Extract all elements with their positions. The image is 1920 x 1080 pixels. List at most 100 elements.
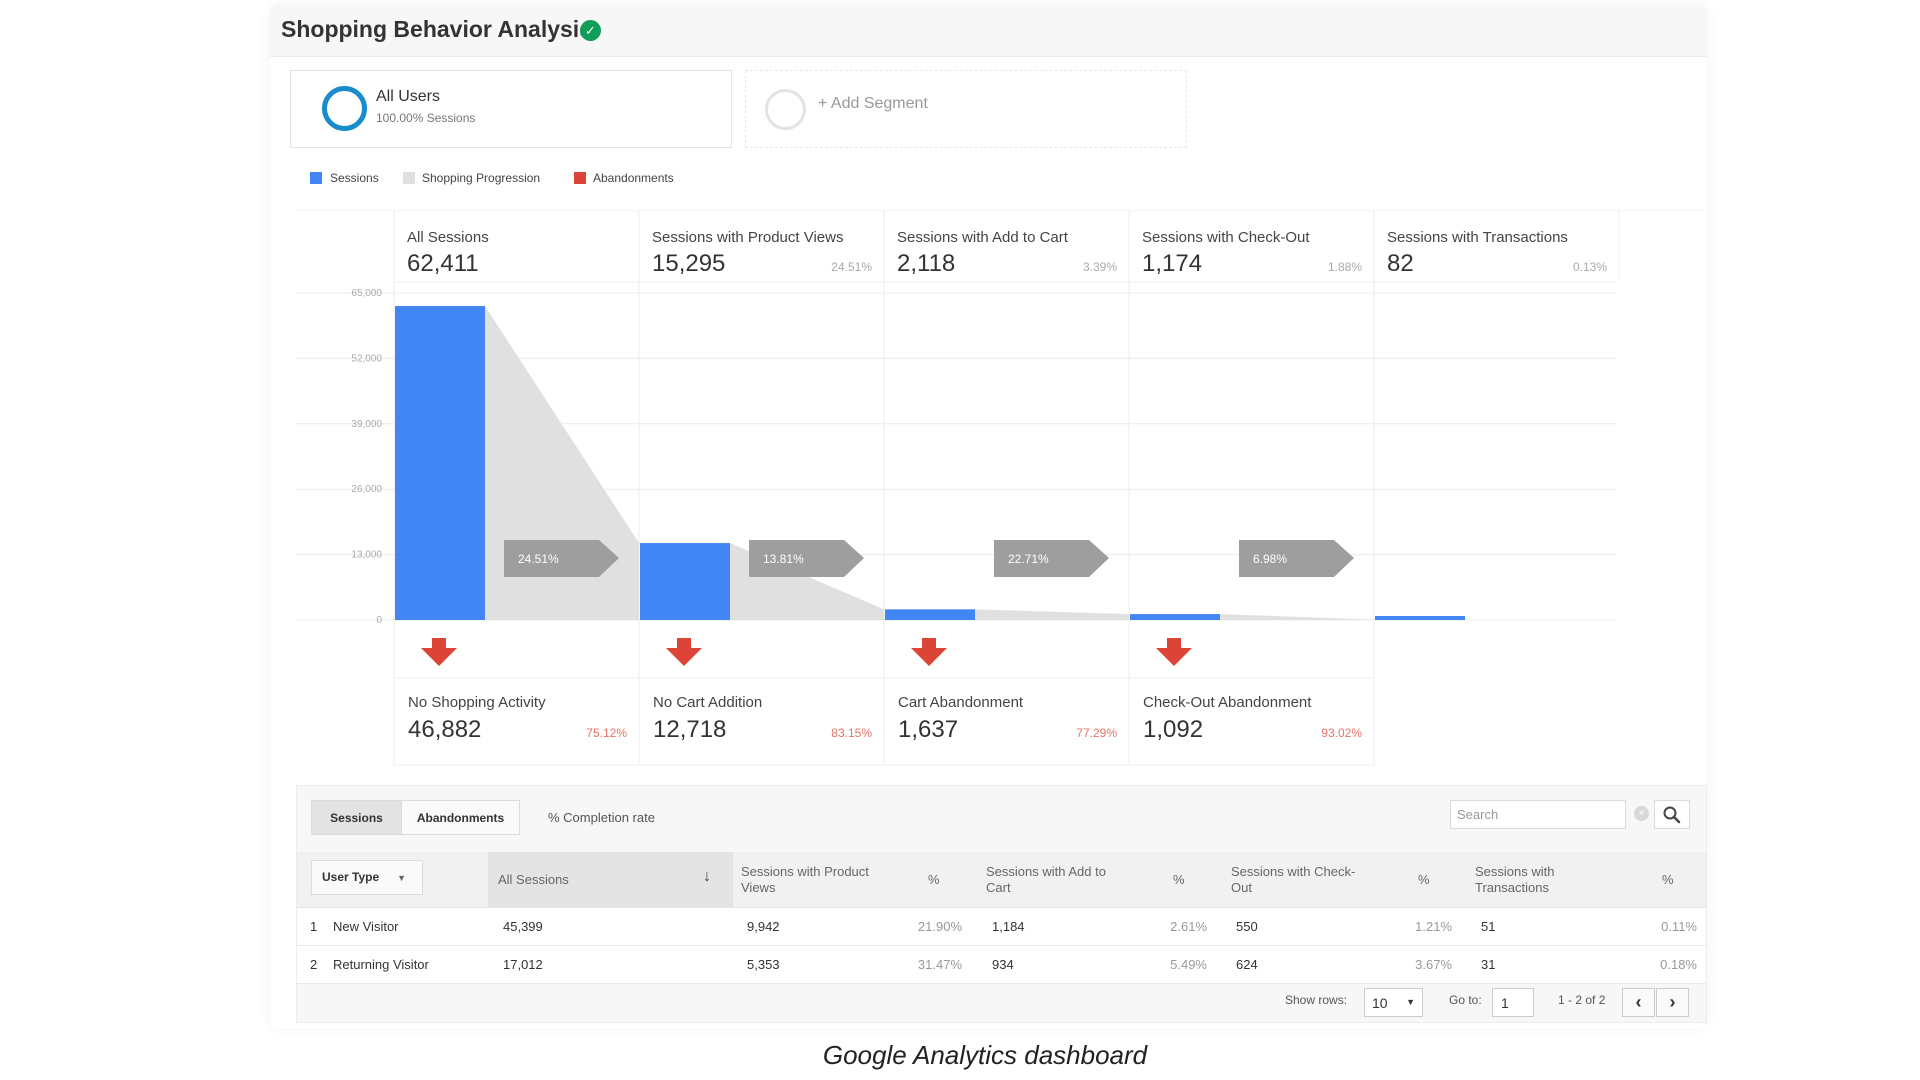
header-product-views-pct[interactable]: % [928,872,940,887]
next-page-button[interactable]: › [1656,988,1689,1017]
header-transactions[interactable]: Sessions with Transactions [1475,864,1555,895]
cell-transactions: 31 [1481,957,1496,972]
y-tick-label: 65,000 [351,288,382,299]
funnel-chart: 65,000 52,000 39,000 26,000 13,000 0 All Sessi… [296,210,1707,766]
table-row: 1 New Visitor 45,399 9,942 21.90% 1,184 … [297,908,1706,946]
rows-per-page-select[interactable]: 10 ▼ [1364,988,1423,1017]
cell-all-sessions: 45,399 [503,919,543,934]
header-add-to-cart-pct[interactable]: % [1173,872,1185,887]
y-tick-label: 0 [376,615,382,626]
stage-label: Sessions with Add to Cart [897,229,1069,246]
dimension-label: User Type [322,870,380,884]
abandonment-value: 1,637 [898,716,958,743]
goto-label: Go to: [1449,993,1482,1007]
cell-add-to-cart-pct: 5.49% [1170,957,1207,972]
user-type-link[interactable]: Returning Visitor [333,957,429,972]
progression-rate: 24.51% [518,552,559,566]
session-bar [885,609,975,620]
session-bar [1375,616,1465,620]
cell-add-to-cart: 1,184 [992,919,1025,934]
report-header-bar [270,5,1707,57]
row-index: 2 [310,957,318,972]
stage-value: 82 [1387,250,1414,277]
search-button[interactable] [1654,800,1690,829]
user-type-link[interactable]: New Visitor [333,919,399,934]
y-tick-label: 39,000 [351,419,382,430]
show-rows-label: Show rows: [1285,993,1348,1007]
abandonment-value: 46,882 [408,716,481,743]
progression-arrow [504,540,619,577]
stage-label: Sessions with Product Views [652,229,843,246]
cell-checkout: 550 [1236,919,1258,934]
chevron-down-icon: ▼ [1406,997,1415,1007]
tab-sessions[interactable]: Sessions [311,800,401,835]
funnel-header-bg [296,210,1707,300]
segment-name: All Users [376,88,441,105]
add-segment-button[interactable] [745,70,1187,148]
stage-value: 2,118 [897,250,955,277]
sorted-column-highlight [488,852,733,908]
row-index: 1 [310,919,318,934]
progression-rate: 13.81% [763,552,804,566]
progression-area [975,609,1129,620]
stage-value: 15,295 [652,250,725,277]
page-title: Shopping Behavior Analysis [281,16,592,42]
prev-page-button[interactable]: ‹ [1622,988,1655,1017]
stage-percent: 0.13% [1573,260,1607,274]
abandonment-value: 1,092 [1143,716,1203,743]
legend-label-progression: Shopping Progression [422,171,541,185]
cell-checkout: 624 [1236,957,1258,972]
progression-area [1220,614,1374,620]
abandonment-arrow-icon [421,638,457,666]
cell-checkout-pct: 1.21% [1415,919,1452,934]
header-checkout-pct[interactable]: % [1418,872,1430,887]
abandonment-label: Check-Out Abandonment [1143,694,1312,711]
progression-arrow [749,540,864,577]
check-badge-icon: ✓ [580,20,601,41]
session-bar [1130,614,1220,620]
chevron-right-icon: › [1669,992,1676,1012]
abandonment-arrow-icon [666,638,702,666]
dimension-dropdown[interactable]: User Type ▼ [311,860,423,895]
header-add-to-cart[interactable]: Sessions with Add to Cart [986,864,1106,895]
stage-percent: 3.39% [1083,260,1117,274]
table-row: 2 Returning Visitor 17,012 5,353 31.47% … [297,946,1706,984]
cell-product-views: 5,353 [747,957,780,972]
pagination-range: 1 - 2 of 2 [1558,993,1606,1007]
cell-add-to-cart-pct: 2.61% [1170,919,1207,934]
legend-swatch-progression [403,172,415,184]
tab-completion-rate[interactable]: % Completion rate [548,810,655,825]
header-product-views[interactable]: Sessions with Product Views [741,864,869,895]
search-icon [1663,806,1681,824]
cell-transactions-pct: 0.11% [1661,919,1697,934]
y-tick-label: 52,000 [351,353,382,364]
abandonment-percent: 83.15% [831,726,872,740]
cell-add-to-cart: 934 [992,957,1014,972]
sort-desc-icon[interactable]: ↓ [703,868,711,885]
legend-swatch-sessions [310,172,322,184]
cell-product-views: 9,942 [747,919,780,934]
abandonment-label: Cart Abandonment [898,694,1024,711]
search-input[interactable]: Search [1450,800,1626,829]
clear-icon[interactable]: × [1634,806,1649,821]
abandonment-arrow-icon [1156,638,1192,666]
header-all-sessions[interactable]: All Sessions [498,872,569,887]
stage-percent: 24.51% [831,260,872,274]
segment-subtitle: 100.00% Sessions [376,111,476,125]
header-checkout[interactable]: Sessions with Check-Out [1231,864,1356,895]
progression-arrow [1239,540,1354,577]
segment-ring-icon [322,86,367,131]
cell-transactions: 51 [1481,919,1496,934]
abandonment-label: No Cart Addition [653,694,762,711]
session-bar [640,543,730,620]
chevron-left-icon: ‹ [1635,992,1642,1012]
stage-value: 1,174 [1142,250,1202,277]
legend-label-sessions: Sessions [330,171,379,185]
header-transactions-pct[interactable]: % [1662,872,1674,887]
y-tick-label: 26,000 [351,484,382,495]
tab-abandonments[interactable]: Abandonments [401,800,520,835]
goto-page-input[interactable]: 1 [1492,988,1534,1017]
abandonment-percent: 77.29% [1076,726,1117,740]
cell-checkout-pct: 3.67% [1415,957,1452,972]
abandonment-arrow-icon [911,638,947,666]
